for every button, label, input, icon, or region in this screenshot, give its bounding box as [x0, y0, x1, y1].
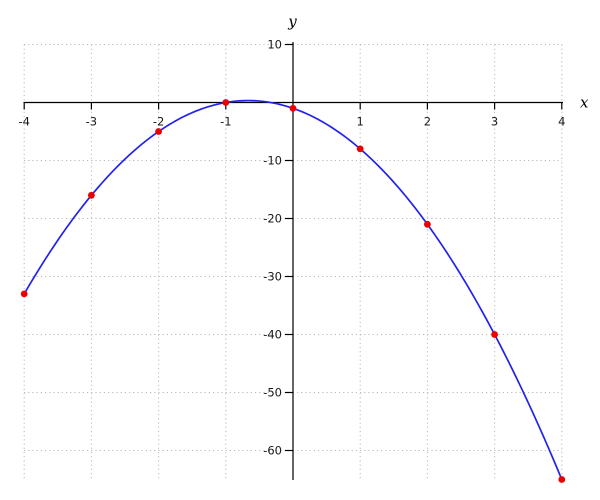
data-point	[491, 331, 498, 338]
data-point	[88, 191, 95, 199]
y-tick-label: -20	[263, 212, 282, 226]
x-tick-label: -1	[220, 115, 231, 129]
data-point	[20, 290, 28, 298]
y-tick-label: -40	[263, 328, 282, 342]
data-point	[558, 476, 566, 483]
x-tick-label: -3	[86, 115, 97, 129]
y-tick-label: -10	[263, 154, 282, 168]
y-tick-label: 10	[267, 38, 282, 52]
x-tick-label: 1	[357, 115, 364, 129]
x-tick-label: 4	[558, 115, 565, 129]
x-tick-label: 3	[491, 115, 498, 129]
x-tick-label: -4	[18, 115, 29, 129]
data-point	[424, 220, 431, 228]
y-axis-label: y	[287, 13, 297, 31]
data-point	[356, 145, 364, 153]
data-point	[289, 104, 297, 112]
x-tick-label: -2	[153, 115, 164, 129]
data-point	[155, 128, 163, 135]
x-axis-label: x	[580, 94, 589, 112]
y-tick-label: -60	[263, 444, 282, 458]
x-tick-label: 2	[424, 115, 431, 129]
y-tick-label: -50	[263, 386, 282, 400]
y-tick-label: -30	[263, 270, 282, 284]
data-point	[222, 99, 230, 106]
